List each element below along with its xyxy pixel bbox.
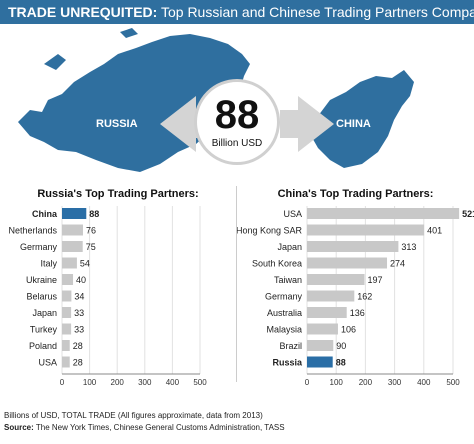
china-category-label: Australia: [267, 308, 302, 318]
russia-bar-chart: 0 100 200 300 400 500 China 88 Netherlands 76 Germ…: [8, 206, 207, 387]
china-bar: [307, 340, 334, 351]
russia-bar: [62, 274, 74, 285]
russia-category-label: Germany: [20, 242, 58, 252]
china-category-label: Hong Kong SAR: [237, 226, 302, 236]
china-tick-label: 500: [446, 378, 460, 387]
china-tick-label: 400: [417, 378, 431, 387]
china-tick-label: 200: [359, 378, 373, 387]
title-rest: Top Russian and Chinese Trading Partners…: [160, 4, 474, 20]
china-bar: [307, 290, 355, 302]
russia-bar: [62, 307, 72, 318]
china-category-label: Germany: [265, 292, 303, 302]
china-bar: [307, 224, 425, 236]
title-bar: TRADE UNREQUITED: Top Russian and Chines…: [0, 0, 474, 24]
russia-value-label: 33: [74, 308, 84, 318]
russia-value-label: 76: [86, 226, 96, 236]
china-bar: [307, 257, 388, 269]
china-tick-label: 100: [330, 378, 344, 387]
russia-category-label: Belarus: [26, 292, 57, 302]
russia-value-label: 88: [89, 209, 99, 219]
russia-bar: [62, 208, 87, 219]
china-bar-chart: 0 100 200 300 400 500 USA 521 Hong Kong SAR 401 Ja…: [237, 206, 474, 387]
russia-bar: [62, 257, 77, 269]
china-value-label: 88: [336, 358, 346, 368]
panel-divider: [236, 186, 237, 382]
china-bar: [307, 356, 333, 368]
russia-bar: [62, 290, 72, 302]
russia-value-label: 28: [73, 358, 83, 368]
center-value-circle: 88 Billion USD: [194, 79, 280, 165]
russia-tick-label: 500: [193, 378, 207, 387]
china-value-label: 90: [336, 341, 346, 351]
russia-category-label: Poland: [29, 341, 57, 351]
russia-panel-title: Russia's Top Trading Partners:: [37, 188, 199, 200]
china-bar: [307, 208, 460, 219]
china-bar: [307, 241, 399, 252]
source-label: Source:: [4, 423, 34, 432]
russia-bar: [62, 356, 70, 368]
china-category-label: Russia: [272, 358, 303, 368]
china-bar: [307, 274, 365, 285]
russia-label: RUSSIA: [96, 118, 138, 130]
russia-category-label: USA: [38, 358, 57, 368]
arrow-right: [280, 96, 334, 152]
russia-category-label: Ukraine: [26, 275, 57, 285]
footer-note: Billions of USD, TOTAL TRADE (All figure…: [4, 411, 263, 420]
russia-value-label: 54: [80, 259, 90, 269]
china-bar: [307, 307, 347, 318]
china-value-label: 274: [390, 259, 405, 269]
china-map-shape: [310, 70, 414, 168]
russia-bar: [62, 224, 83, 236]
russia-value-label: 28: [73, 341, 83, 351]
china-category-label: Brazil: [279, 341, 302, 351]
russia-tick-label: 400: [166, 378, 180, 387]
russia-value-label: 34: [74, 292, 84, 302]
china-value-label: 521: [462, 209, 474, 219]
russia-north-island-2: [120, 28, 138, 38]
russia-north-island: [44, 54, 66, 70]
russia-tick-label: 200: [111, 378, 125, 387]
china-value-label: 401: [427, 226, 442, 236]
china-value-label: 313: [401, 242, 416, 252]
russia-category-label: Netherlands: [8, 226, 57, 236]
footer: Billions of USD, TOTAL TRADE (All figure…: [4, 410, 285, 434]
china-tick-label: 300: [388, 378, 402, 387]
china-bar: [307, 323, 338, 335]
russia-category-label: Japan: [32, 308, 57, 318]
china-category-label: USA: [283, 209, 302, 219]
russia-value-label: 40: [76, 275, 86, 285]
russia-bar: [62, 340, 70, 351]
china-category-label: South Korea: [252, 259, 302, 269]
china-value-label: 136: [350, 308, 365, 318]
china-value-label: 197: [368, 275, 383, 285]
russia-tick-label: 100: [83, 378, 97, 387]
russia-category-label: China: [32, 209, 58, 219]
center-unit: Billion USD: [211, 138, 263, 149]
russia-category-label: Italy: [40, 259, 57, 269]
china-tick-label: 0: [305, 378, 310, 387]
china-label: CHINA: [336, 118, 371, 130]
china-value-label: 106: [341, 325, 356, 335]
russia-tick-label: 300: [138, 378, 152, 387]
russia-tick-label: 0: [60, 378, 65, 387]
china-category-label: Taiwan: [274, 275, 302, 285]
center-value: 88: [214, 93, 260, 137]
russia-value-label: 75: [86, 242, 96, 252]
russia-bar: [62, 241, 83, 252]
title-bold: TRADE UNREQUITED:: [8, 4, 158, 20]
russia-category-label: Turkey: [30, 325, 58, 335]
china-value-label: 162: [357, 292, 372, 302]
china-panel-title: China's Top Trading Partners:: [277, 188, 434, 200]
china-category-label: Japan: [277, 242, 302, 252]
china-category-label: Malaysia: [266, 325, 302, 335]
russia-bar: [62, 323, 72, 335]
source-text: The New York Times, Chinese General Cust…: [35, 423, 285, 432]
russia-value-label: 33: [74, 325, 84, 335]
